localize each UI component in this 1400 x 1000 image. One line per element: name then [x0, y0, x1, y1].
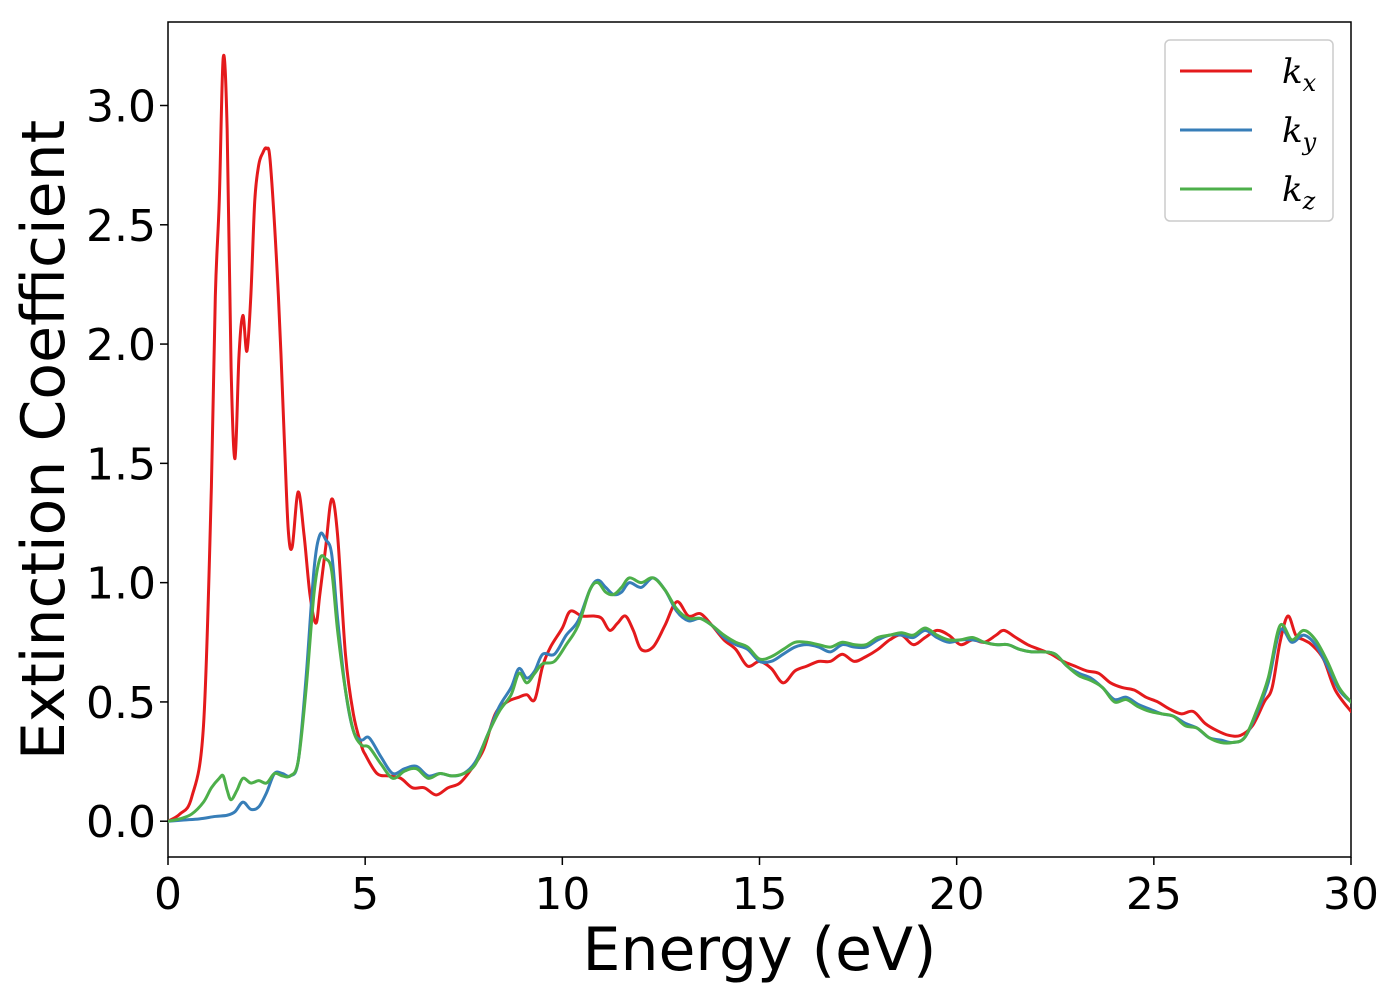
legend-label-subscript: y	[1302, 128, 1317, 156]
x-axis-label: Energy (eV)	[583, 915, 937, 985]
legend-label-base: k	[1282, 52, 1303, 92]
series-line-z	[168, 554, 1351, 823]
y-axis-label: Extinction Coefficient	[9, 120, 79, 760]
x-tick-label: 0	[154, 869, 182, 920]
legend-label-y: ky	[1282, 111, 1317, 156]
series-layer	[168, 53, 1351, 823]
y-tick-label: 0.5	[86, 678, 156, 729]
series-line-y	[168, 531, 1351, 823]
y-tick-label: 2.0	[86, 320, 156, 371]
x-tick-label: 5	[351, 869, 379, 920]
y-tick-label: 1.5	[86, 439, 156, 490]
x-tick-label: 15	[732, 869, 788, 920]
x-tick-label: 30	[1323, 869, 1379, 920]
legend-label-z: kz	[1282, 170, 1316, 215]
legend-label-base: k	[1282, 170, 1303, 210]
series-line-x	[168, 53, 1351, 823]
legend-label-x: kx	[1282, 52, 1317, 97]
legend-label-base: k	[1282, 111, 1303, 151]
legend-label-subscript: x	[1303, 69, 1317, 97]
y-tick-label: 1.0	[86, 559, 156, 610]
y-axis-ticks: 0.0 0.5 1.0 1.5 2.0 2.5 3.0	[86, 82, 168, 848]
x-tick-label: 20	[929, 869, 985, 920]
legend-label-subscript: z	[1302, 187, 1316, 215]
x-axis-ticks: 0 5 10 15 20 25 30	[154, 857, 1379, 920]
y-tick-label: 0.0	[86, 797, 156, 848]
y-tick-label: 3.0	[86, 82, 156, 133]
y-tick-label: 2.5	[86, 201, 156, 252]
x-tick-label: 25	[1126, 869, 1182, 920]
x-tick-label: 10	[534, 869, 590, 920]
